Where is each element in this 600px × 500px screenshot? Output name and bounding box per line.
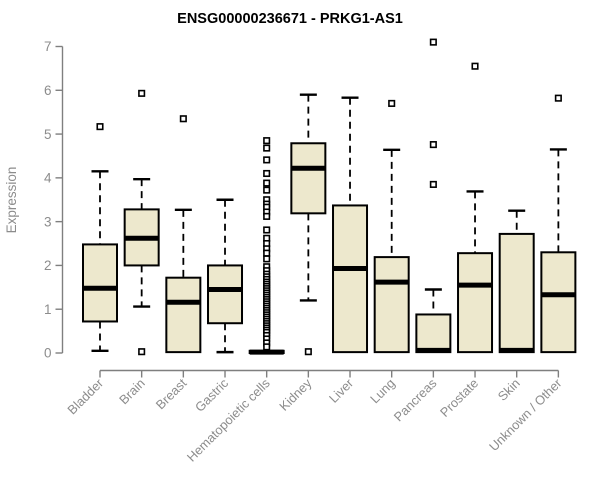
outlier-point-hematopoietic-cells [263, 144, 271, 152]
box-prostate [457, 252, 494, 354]
outlier-point-hematopoietic-cells [263, 169, 271, 178]
outlier-point-hematopoietic-cells [263, 156, 271, 164]
y-tick-label: 7 [44, 39, 52, 54]
x-category-label-gastric: Gastric [192, 375, 232, 415]
outlier-point-hematopoietic-cells [263, 249, 271, 257]
y-tick-label: 4 [44, 171, 52, 186]
x-category-label-skin: Skin [495, 376, 523, 404]
outliers [96, 38, 562, 356]
outlier-point-pancreas [429, 180, 437, 188]
x-category-label-lung: Lung [367, 376, 398, 407]
outlier-point-brain [138, 89, 146, 97]
x-category-label-unknown-other: Unknown / Other [486, 375, 565, 454]
y-tick-label: 6 [44, 83, 52, 98]
outlier-point-brain [138, 348, 146, 356]
y-axis-label: Expression [4, 167, 19, 234]
box-bladder [82, 243, 118, 323]
x-category-label-liver: Liver [326, 375, 357, 406]
y-tick-label: 3 [44, 214, 52, 229]
outlier-point-hematopoietic-cells [263, 137, 271, 145]
outlier-point-kidney [304, 348, 312, 356]
x-category-label-kidney: Kidney [276, 375, 315, 414]
outlier-point-hematopoietic-cells [263, 179, 271, 187]
outlier-point-breast [179, 115, 187, 123]
outlier-point-hematopoietic-cells [263, 226, 271, 234]
outlier-point-pancreas [429, 141, 437, 149]
box-breast [165, 276, 202, 354]
outlier-point-bladder [96, 123, 104, 131]
box-lung [373, 256, 410, 354]
box-kidney [290, 142, 327, 215]
outlier-point-unknown-other [554, 94, 562, 102]
x-category-label-brain: Brain [116, 376, 148, 408]
whiskers [91, 93, 567, 354]
outlier-point-prostate [471, 62, 479, 70]
box-skin [498, 232, 535, 354]
y-tick-label: 1 [44, 302, 52, 317]
outlier-point-pancreas [429, 38, 437, 46]
chart-title: ENSG00000236671 - PRKG1-AS1 [177, 11, 403, 27]
box-pancreas [415, 313, 452, 354]
box-gastric [207, 264, 244, 325]
box-unknown-other [540, 251, 577, 354]
boxes [82, 142, 577, 355]
outlier-point-hematopoietic-cells [263, 212, 271, 220]
x-category-label-bladder: Bladder [64, 375, 106, 417]
outlier-point-hematopoietic-cells [263, 343, 271, 351]
outlier-point-hematopoietic-cells [263, 255, 271, 263]
box-liver [332, 204, 369, 354]
x-category-label-breast: Breast [153, 375, 190, 412]
y-tick-label: 2 [44, 258, 52, 273]
x-category-label-pancreas: Pancreas [391, 376, 440, 425]
x-category-label-prostate: Prostate [437, 376, 481, 420]
outlier-point-hematopoietic-cells [263, 186, 271, 194]
outlier-point-lung [388, 99, 396, 107]
y-tick-label: 0 [44, 346, 52, 361]
y-tick-label: 5 [44, 127, 52, 142]
